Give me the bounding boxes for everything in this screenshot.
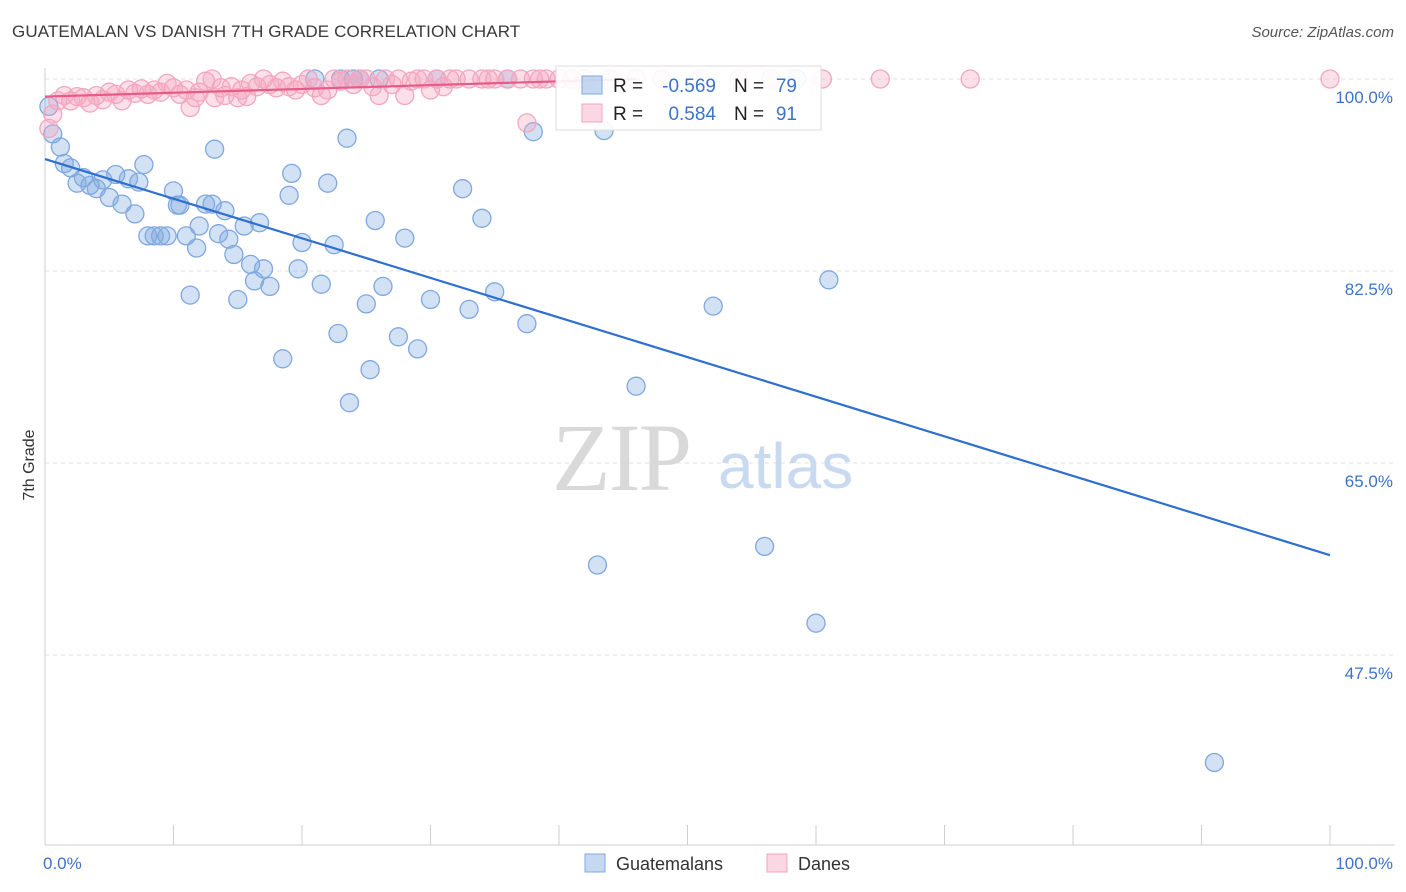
guatemalans-point-35: [228, 289, 248, 310]
guatemalans-point-80: [806, 613, 826, 633]
danes-point-74: [517, 113, 537, 133]
legend-swatch-0: [581, 75, 603, 95]
axes: [44, 68, 1395, 846]
trendlines: [44, 77, 1331, 557]
guatemalans-point-49: [318, 173, 338, 193]
guatemalans-point-72: [517, 314, 537, 334]
guatemalans-point-12: [112, 194, 132, 214]
y-axis-label: 7th Grade: [21, 429, 38, 500]
guatemalans-point-77: [703, 296, 723, 316]
legend-n-value-0: 79: [776, 76, 797, 97]
legend-box: [555, 65, 822, 131]
guatemalans-point-28: [195, 194, 216, 214]
legend-r-value-1: 0.584: [668, 104, 716, 125]
y-tick-label-2: 65.0%: [1345, 472, 1393, 491]
bottom-legend-swatch-1: [766, 853, 788, 873]
watermark-zip: ZIP: [552, 404, 690, 511]
guatemalans-point-81: [819, 270, 839, 290]
bottom-legend-label-1: Danes: [798, 854, 850, 874]
watermark: ZIP atlas: [552, 404, 853, 511]
guatemalans-point-51: [328, 323, 348, 344]
guatemalans-point-30: [204, 139, 225, 159]
danes-point-90: [1320, 69, 1340, 89]
guatemalans-point-33: [219, 229, 239, 249]
guatemalans-point-65: [420, 289, 441, 310]
guatemalans-point-34: [224, 244, 244, 265]
guatemalans-point-48: [311, 274, 331, 294]
danes-point-89: [960, 69, 980, 89]
source-label: Source: ZipAtlas.com: [1251, 24, 1394, 41]
danes-point-0: [39, 118, 59, 139]
x-tick-label-1: 100.0%: [1335, 854, 1393, 873]
bottom-legend-label-0: Guatemalans: [616, 854, 723, 874]
guatemalans-point-41: [260, 276, 280, 297]
guatemalans-point-23: [170, 195, 190, 215]
legend-r-value-0: -0.569: [662, 76, 716, 97]
guatemalans-point-45: [288, 259, 308, 279]
guatemalans-point-25: [180, 285, 200, 305]
guatemalans-point-69: [472, 208, 492, 228]
danes-point-76: [530, 69, 550, 89]
guatemalans-point-61: [373, 276, 393, 297]
guatemalans-point-67: [452, 179, 473, 199]
guatemalans-point-26: [186, 238, 207, 258]
chart-title: GUATEMALAN VS DANISH 7TH GRADE CORRELATI…: [12, 22, 521, 41]
guatemalans-point-68: [459, 299, 479, 320]
guatemalans-point-53: [337, 128, 357, 148]
legend-n-label-0: N =: [734, 76, 764, 97]
guatemalans-point-21: [163, 181, 184, 201]
danes-point-88: [870, 69, 890, 89]
legend-n-value-1: 91: [776, 104, 797, 125]
guatemalans-point-82: [1204, 752, 1225, 773]
guatemalans-point-59: [365, 210, 385, 231]
y-tick-label-0: 100.0%: [1335, 88, 1393, 107]
guatemalans-point-27: [189, 216, 209, 236]
watermark-atlas: atlas: [718, 430, 853, 502]
guatemalans-point-42: [273, 349, 293, 369]
guatemalans-point-76: [626, 376, 646, 396]
danes-point-61: [407, 69, 428, 89]
danes-point-23: [180, 97, 200, 118]
bottom-legend-swatch-0: [584, 853, 606, 873]
legend-r-label-0: R =: [613, 76, 643, 97]
guatemalans-point-57: [356, 294, 376, 314]
guatemalans-point-20: [157, 226, 177, 246]
trendline-danes: [44, 77, 637, 98]
guatemalans-point-63: [395, 228, 415, 248]
guatemalans-point-74: [587, 555, 608, 575]
y-tick-label-3: 47.5%: [1345, 664, 1393, 683]
guatemalans-point-2: [50, 137, 71, 157]
legend-swatch-1: [581, 103, 603, 123]
guatemalans-point-14: [125, 204, 145, 224]
tick-labels: 100.0% 82.5% 65.0% 47.5% 0.0% 100.0%: [43, 88, 1393, 873]
legend: R = -0.569 N = 79 R = 0.584 N = 91: [555, 65, 822, 131]
guatemalans-point-78: [754, 536, 775, 557]
guatemalans-point-19: [150, 226, 171, 246]
guatemalans-point-16: [134, 154, 154, 175]
guatemalans-point-62: [388, 327, 409, 347]
legend-n-label-1: N =: [734, 104, 764, 125]
x-tick-label-0: 0.0%: [43, 854, 82, 873]
guatemalans-point-44: [282, 163, 302, 184]
guatemalans-point-54: [339, 393, 360, 413]
guatemalans-point-40: [253, 259, 274, 279]
guatemalans-point-43: [279, 185, 299, 205]
legend-r-label-1: R =: [613, 104, 643, 125]
guatemalans-point-58: [360, 360, 380, 380]
y-tick-label-1: 82.5%: [1345, 280, 1393, 299]
guatemalans-point-64: [407, 339, 428, 359]
bottom-legend: Guatemalans Danes: [584, 853, 850, 874]
trendline-guatemalans: [44, 158, 1331, 557]
guatemalans-point-31: [208, 224, 229, 244]
